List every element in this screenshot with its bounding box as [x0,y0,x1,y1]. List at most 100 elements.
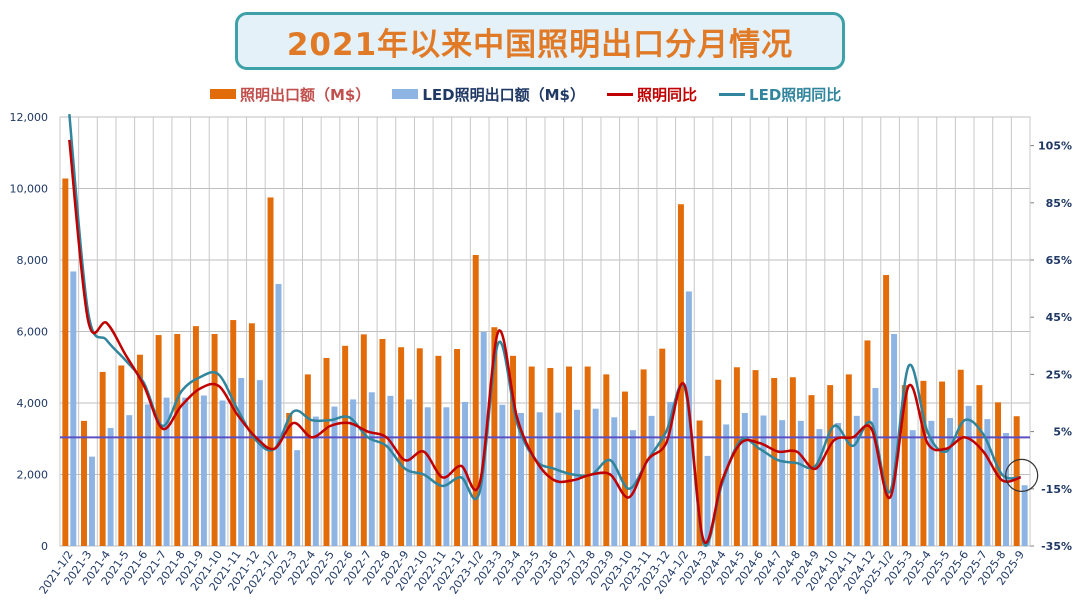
legend-label-line2: LED照明同比 [749,85,842,104]
bar-lighting-export [136,354,143,546]
chart-legend: 照明出口额（M$） LED照明出口额（M$） 照明同比 LED照明同比 [210,82,863,106]
bar-lighting-export [901,385,908,546]
bar-lighting-export [286,413,293,546]
bar-lighting-export [454,349,461,546]
bar-lighting-export [342,345,349,546]
bar-lighting-export [304,374,311,546]
y-left-tick-label: 8,000 [17,254,49,267]
bar-lighting-export [715,379,722,546]
bar-lighting-export [976,385,983,546]
bar-lighting-export [677,204,684,547]
bar-led-export [312,416,319,546]
bar-led-export [648,415,655,546]
legend-swatch-bar1 [210,89,236,99]
bar-lighting-export [771,377,778,546]
bar-led-export [200,395,207,546]
bar-lighting-export [733,367,740,546]
y-left-tick-label: 0 [41,540,48,553]
bar-led-export [573,409,580,546]
bar-lighting-export [1013,416,1020,546]
bar-lighting-export [211,334,218,546]
line-lighting-yoy [68,139,1022,545]
bar-led-export [947,418,954,546]
bar-led-export [536,412,543,546]
legend-item-line1: 照明同比 [607,84,697,105]
bar-led-export [760,415,767,546]
bar-led-export [965,405,972,546]
y-right-tick-label: 45% [1046,311,1072,324]
legend-swatch-bar2 [392,89,419,99]
bar-lighting-export [435,355,442,546]
bar-led-export [1003,433,1009,546]
bar-led-export [256,380,263,546]
y-right-tick-label: 5% [1053,426,1072,439]
bar-lighting-export [864,340,871,546]
bar-led-export [182,397,189,546]
y-left-tick-label: 10,000 [10,183,49,196]
bar-led-export [797,420,804,546]
bar-lighting-export [621,391,628,546]
bar-led-export [163,397,170,546]
y-right-tick-label: 85% [1046,197,1072,210]
bar-lighting-export [640,369,647,546]
bar-lighting-export [845,374,852,546]
bar-lighting-export [566,366,572,546]
bar-lighting-export [752,370,759,546]
legend-swatch-line2 [719,92,746,96]
y-right-tick-label: -15% [1041,483,1072,496]
bar-led-export [219,400,226,546]
bar-led-export [667,401,674,546]
bar-led-export [928,420,935,546]
bar-lighting-export [62,178,69,547]
y-left-tick-label: 12,000 [10,111,49,124]
bar-lighting-export [155,335,162,546]
bar-led-export [872,387,879,546]
bar-led-export [107,428,114,546]
chart-title-box: 2021年以来中国照明出口分月情况 [235,12,845,70]
legend-swatch-line1 [607,92,633,96]
bar-led-export [835,423,842,546]
legend-label-line1: 照明同比 [637,85,698,104]
bar-lighting-export [827,385,834,546]
bar-led-export [518,413,524,546]
legend-item-line2: LED照明同比 [719,84,841,105]
bar-led-export [984,419,991,546]
y-right-tick-label: 105% [1038,140,1072,153]
bar-lighting-export [939,381,946,546]
bar-led-export [462,401,469,546]
bar-lighting-export [118,365,125,546]
bar-led-export [294,450,301,546]
bar-lighting-export [174,334,181,546]
bar-led-export [909,430,916,546]
bar-led-export [480,331,487,546]
bar-led-export [406,399,413,546]
bar-led-export [555,412,562,546]
bar-led-export [741,413,748,546]
bar-lighting-export [547,367,554,546]
bar-lighting-export [510,355,517,546]
bar-led-export [275,283,282,546]
bar-led-export [238,377,245,546]
bar-led-export [816,429,823,546]
y-right-tick-label: 25% [1046,368,1072,381]
bar-led-export [704,455,711,546]
highlight-circle [1005,458,1039,492]
bar-led-export [592,408,599,546]
bar-led-export [350,399,357,546]
bar-lighting-export [416,348,423,546]
legend-item-bar2: LED照明出口额（M$） [392,84,585,105]
y-left-tick-label: 4,000 [17,397,49,410]
bar-led-export [891,334,898,546]
y-right-tick-label: -35% [1041,540,1072,553]
bar-led-export [723,424,730,546]
bar-led-export [88,456,95,546]
y-left-tick-label: 2,000 [17,469,49,482]
bar-led-export [853,415,860,546]
y-right-tick-label: 65% [1046,254,1072,267]
y-left-tick-label: 6,000 [17,326,49,339]
bar-led-export [331,406,338,546]
bar-led-export [611,417,618,546]
bar-led-export [1021,485,1028,546]
bar-lighting-export [267,197,274,546]
